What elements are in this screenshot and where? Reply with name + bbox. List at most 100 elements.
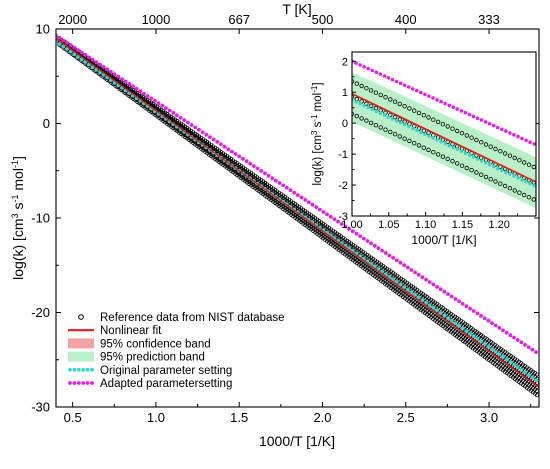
adapted-point — [325, 212, 329, 217]
adapted-point — [230, 149, 234, 154]
top-tick-label: 1000 — [141, 12, 170, 27]
inset-reference-point — [373, 90, 379, 95]
adapted-point — [167, 108, 172, 113]
adapted-point — [515, 338, 520, 342]
original-point — [57, 42, 62, 46]
inset-reference-point — [488, 144, 493, 149]
inset-adapted-point — [447, 103, 452, 108]
original-point — [479, 339, 483, 344]
legend-label: Adapted parametersetting — [100, 378, 232, 390]
adapted-point — [526, 345, 531, 350]
adapted-point — [138, 89, 143, 94]
adapted-point — [306, 200, 311, 205]
inset-original-point — [394, 119, 399, 123]
adapted-point — [219, 142, 223, 147]
original-point — [453, 321, 458, 326]
x-tick-label: 2.0 — [313, 410, 331, 425]
adapted-point — [211, 137, 216, 142]
inset-x-tick-label: 1.05 — [378, 219, 399, 231]
inset-original-point — [479, 159, 484, 163]
inset-reference-point — [373, 122, 379, 128]
top-tick-label: 500 — [312, 12, 334, 27]
inset-reference-point — [397, 117, 402, 122]
inset-original-point — [463, 151, 467, 155]
adapted-point — [182, 118, 187, 123]
inset-reference-point — [479, 139, 484, 145]
legend-symbol-dot — [68, 381, 72, 385]
inset-reference-point — [479, 172, 484, 177]
x-tick-label: 0.5 — [64, 410, 82, 425]
adapted-point — [237, 154, 242, 159]
inset-adapted-series — [352, 59, 536, 146]
inset-original-point — [419, 130, 423, 135]
inset-original-point — [487, 163, 492, 167]
inset-reference-point — [364, 118, 369, 123]
inset-adapted-point — [479, 118, 484, 122]
inset-reference-point — [474, 170, 479, 175]
inset-adapted-point — [362, 65, 366, 69]
original-point — [72, 52, 77, 57]
adapted-point — [186, 120, 190, 125]
adapted-point — [270, 176, 275, 181]
adapted-point — [343, 224, 348, 229]
legend-symbol-band — [68, 338, 94, 349]
inset-original-point — [398, 121, 403, 125]
inset-reference-points — [352, 111, 536, 202]
inset-reference-point — [507, 185, 513, 191]
inset-original-point — [402, 123, 407, 127]
inset-y-tick-label: -2 — [338, 180, 348, 192]
inset-reference-point — [517, 190, 522, 195]
adapted-point — [204, 132, 209, 137]
inset-adapted-point — [358, 63, 362, 67]
adapted-point — [501, 328, 505, 333]
original-point — [471, 334, 476, 339]
inset-reference-points — [352, 79, 536, 170]
main-data-layer — [56, 33, 539, 398]
adapted-point — [431, 282, 436, 287]
legend-symbol-dot — [90, 367, 94, 372]
original-point — [512, 362, 516, 367]
adapted-point — [321, 210, 326, 214]
adapted-point — [241, 156, 245, 161]
inset-y-tick-label: 0 — [342, 118, 348, 130]
adapted-point — [413, 270, 417, 275]
original-point — [416, 295, 421, 300]
inset-reference-point — [388, 112, 393, 118]
inset-reference-point — [364, 85, 369, 91]
adapted-point — [486, 318, 491, 323]
adapted-point — [83, 53, 88, 57]
adapted-point — [504, 330, 509, 335]
inset-reference-point — [368, 88, 374, 93]
adapted-point — [281, 183, 286, 188]
adapted-point — [380, 248, 384, 253]
original-point — [402, 285, 406, 289]
inset-original-point — [512, 174, 516, 178]
inset-reference-point — [402, 103, 407, 109]
inset-reference-point — [354, 113, 359, 119]
adapted-point — [460, 301, 465, 306]
top-tick-label: 333 — [478, 12, 500, 27]
adapted-parameter-series — [56, 33, 538, 354]
adapted-point — [120, 77, 124, 81]
original-parameter-series — [56, 39, 538, 383]
original-point — [519, 368, 524, 372]
inset-original-point — [496, 166, 500, 171]
adapted-point — [303, 198, 308, 202]
legend: Reference data from NIST databaseNonline… — [68, 312, 285, 390]
inset-plot: 1.00 1.05 1.10 1.15 1.20 2 1 0 -1 -2 -3 1000/T [1/… — [310, 51, 537, 247]
inset-adapted-point — [500, 127, 504, 132]
inset-reference-point — [416, 110, 422, 116]
adapted-point — [424, 277, 428, 282]
inset-reference-point — [526, 194, 532, 200]
adapted-point — [263, 171, 267, 176]
adapted-point — [332, 217, 337, 222]
adapted-point — [468, 306, 472, 311]
inset-original-point — [407, 124, 411, 129]
inset-reference-point — [431, 149, 436, 155]
adapted-point — [361, 236, 366, 241]
adapted-point — [310, 202, 315, 207]
inset-reference-point — [416, 143, 422, 148]
adapted-point — [87, 55, 91, 60]
legend-symbol-dot — [72, 381, 77, 385]
inset-adapted-point — [520, 136, 524, 141]
